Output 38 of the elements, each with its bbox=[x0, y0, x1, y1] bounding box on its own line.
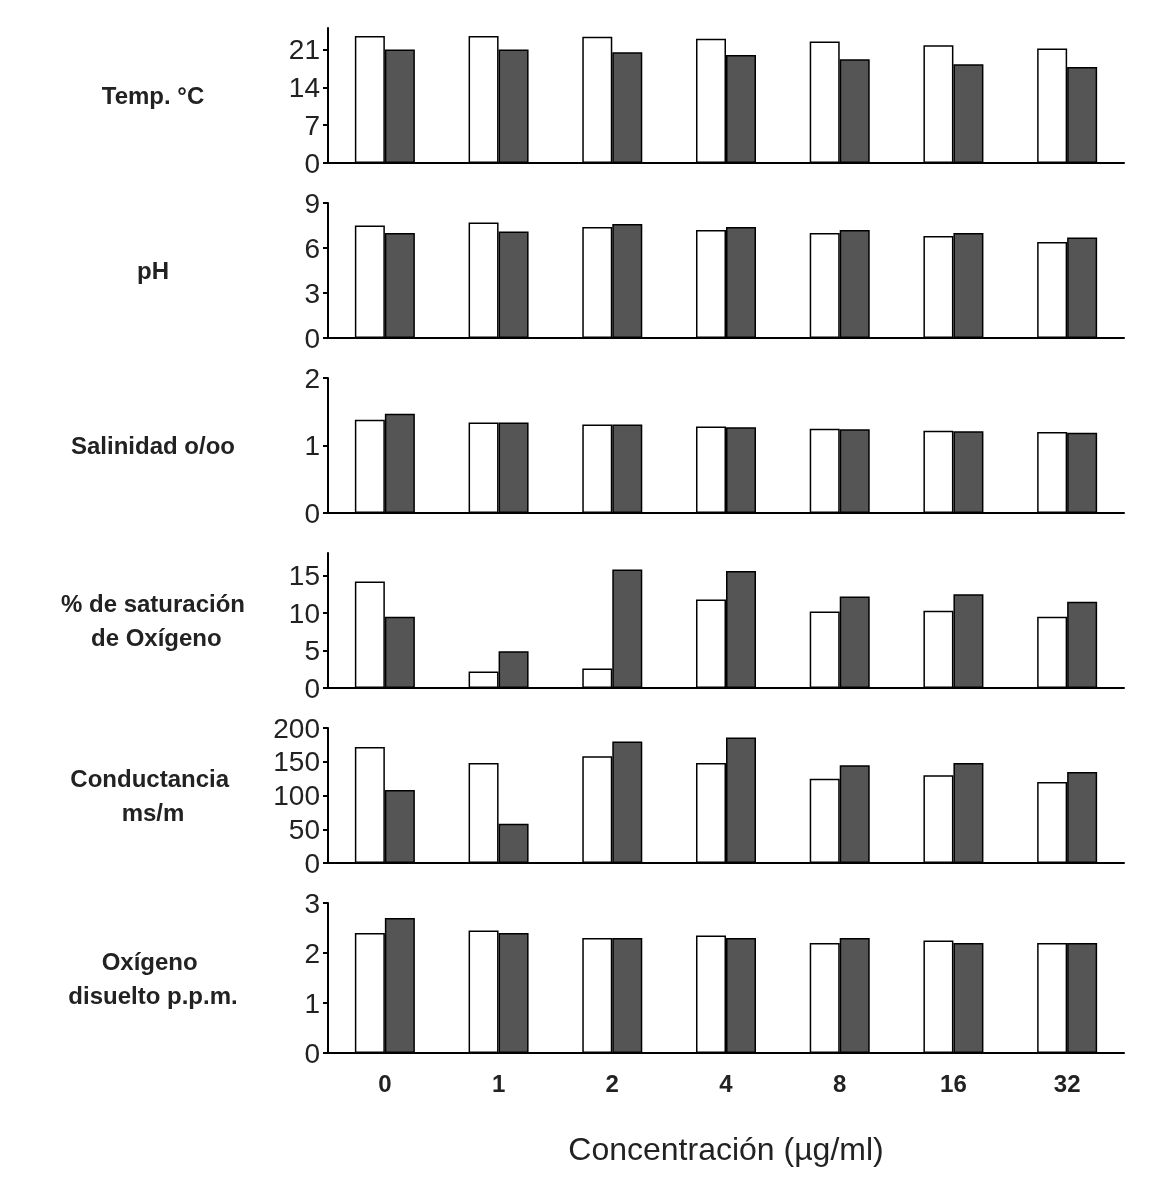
y-tick-label: 150 bbox=[273, 746, 320, 778]
x-tick-label: 8 bbox=[833, 1069, 847, 1097]
x-tick-label: 16 bbox=[940, 1069, 967, 1097]
y-tick-label: 0 bbox=[304, 847, 320, 879]
x-tick-label: 1 bbox=[491, 1069, 506, 1097]
y-tick-label: 0 bbox=[304, 497, 320, 529]
y-tick-label: 14 bbox=[288, 71, 320, 103]
x-tick-label: 4 bbox=[719, 1069, 734, 1097]
y-tick-label: 21 bbox=[288, 34, 320, 66]
y-axis-title: Oxígeno disuelto p.p.m. bbox=[68, 947, 238, 1009]
y-tick-label: 3 bbox=[304, 887, 320, 919]
y-axis-title: % de saturación de Oxígeno bbox=[60, 590, 246, 651]
y-axis-title: Temp. °C bbox=[101, 82, 205, 109]
y-tick-label: 1 bbox=[304, 987, 320, 1019]
y-tick-label: 1 bbox=[304, 430, 320, 461]
y-tick-label: 200 bbox=[273, 712, 320, 744]
y-tick-label: 10 bbox=[288, 597, 320, 629]
y-tick-label: 6 bbox=[304, 232, 320, 264]
y-axis-title: pH bbox=[137, 257, 169, 284]
y-tick-label: 0 bbox=[304, 1037, 320, 1069]
y-tick-label: 100 bbox=[273, 780, 320, 811]
y-tick-label: 2 bbox=[304, 362, 320, 394]
y-tick-label: 5 bbox=[304, 635, 320, 666]
y-tick-label: 15 bbox=[288, 560, 320, 591]
y-tick-label: 7 bbox=[304, 109, 320, 141]
y-axis-title: Conductancia ms/m bbox=[70, 765, 236, 826]
x-tick-label: 2 bbox=[605, 1069, 619, 1097]
x-tick-label: 0 bbox=[378, 1069, 392, 1097]
y-tick-label: 50 bbox=[288, 813, 320, 845]
y-tick-label: 9 bbox=[304, 187, 320, 219]
y-tick-label: 0 bbox=[304, 147, 320, 179]
y-tick-label: 0 bbox=[304, 322, 320, 354]
x-axis-title: Concentración (µg/ml) bbox=[568, 1131, 884, 1167]
y-tick-label: 3 bbox=[304, 277, 320, 309]
y-axis-title: Salinidad o/oo bbox=[70, 432, 236, 459]
y-tick-label: 2 bbox=[304, 937, 320, 969]
y-tick-label: 0 bbox=[304, 672, 320, 704]
x-tick-label: 32 bbox=[1053, 1069, 1081, 1097]
